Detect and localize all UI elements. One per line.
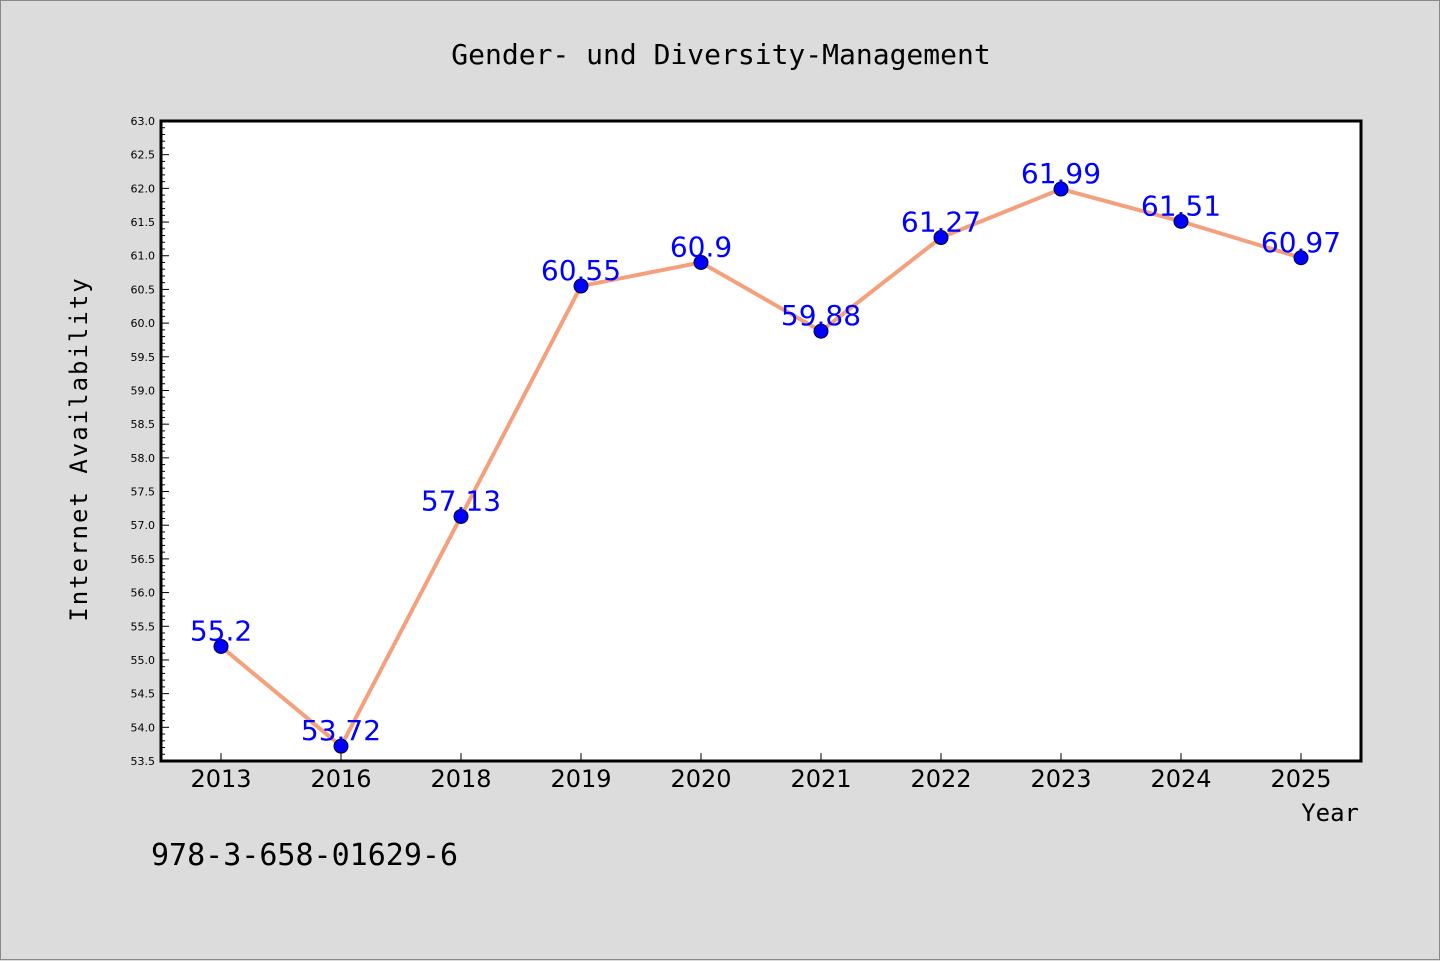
data-label: 60.9 [670, 230, 732, 263]
data-label: 55.2 [190, 614, 252, 647]
y-tick-label: 54.5 [131, 688, 156, 701]
series-line [219, 187, 1302, 749]
x-tick-label: 2025 [1270, 765, 1331, 793]
data-point-marker [813, 323, 829, 339]
y-tick-label: 55.5 [131, 620, 156, 633]
y-tick-label: 62.5 [131, 149, 156, 162]
y-tick-label: 60.0 [131, 317, 156, 330]
x-axis-label: Year [1301, 799, 1359, 827]
data-label: 61.99 [1021, 157, 1101, 190]
x-tick-label: 2021 [790, 765, 851, 793]
data-point-marker [933, 230, 949, 246]
x-axis: 2013 2016 2018 2019 2020 2021 2022 2023 2024 2025 [190, 753, 1332, 793]
data-label: 60.97 [1261, 226, 1341, 259]
x-tick-label: 2018 [430, 765, 491, 793]
x-tick-label: 2020 [670, 765, 731, 793]
data-labels-layer: 55.2 53.72 57.13 60.55 60.9 59.88 61.27 61.99 61… [190, 157, 1341, 747]
y-tick-label: 59.0 [131, 384, 156, 397]
data-label: 57.13 [421, 484, 501, 517]
y-tick-label: 56.5 [131, 553, 156, 566]
y-tick-label: 57.5 [131, 486, 156, 499]
y-tick-label: 54.0 [131, 721, 156, 734]
y-tick-label: 58.0 [131, 452, 156, 465]
data-point-marker [1173, 213, 1189, 229]
data-point-marker [213, 638, 229, 654]
data-point-marker [1293, 250, 1309, 266]
data-label: 61.27 [901, 206, 981, 239]
y-tick-label: 61.5 [131, 216, 156, 229]
data-label: 53.72 [301, 714, 381, 747]
y-tick-label: 58.5 [131, 418, 156, 431]
data-label: 61.51 [1141, 189, 1221, 222]
y-tick-label: 59.5 [131, 351, 156, 364]
plot-area [159, 119, 1363, 763]
data-label: 59.88 [781, 299, 861, 332]
y-tick-label: 57.0 [131, 519, 156, 532]
y-tick-label: 62.0 [131, 182, 156, 195]
data-point-marker [1053, 181, 1069, 197]
chart-title: Gender- und Diversity-Management [451, 38, 990, 71]
x-tick-label: 2019 [550, 765, 611, 793]
data-point-marker [573, 278, 589, 294]
y-tick-label: 63.0 [131, 115, 156, 128]
y-axis-label: Internet Availability [65, 276, 93, 621]
data-label: 60.55 [541, 254, 621, 287]
x-tick-label: 2013 [190, 765, 251, 793]
y-tick-label: 60.5 [131, 283, 156, 296]
x-tick-label: 2024 [1150, 765, 1211, 793]
y-tick-label: 53.5 [131, 755, 156, 768]
y-tick-label: 55.0 [131, 654, 156, 667]
footer-isbn: 978-3-658-01629-6 [151, 838, 458, 873]
markers-layer [213, 181, 1309, 754]
x-tick-label: 2016 [310, 765, 371, 793]
data-point-marker [453, 508, 469, 524]
y-axis: 53.5 54.0 54.5 55.0 55.5 56.0 56.5 57.0 57.5 58.0… [131, 115, 169, 768]
x-tick-label: 2023 [1030, 765, 1091, 793]
x-tick-label: 2022 [910, 765, 971, 793]
y-tick-label: 61.0 [131, 250, 156, 263]
y-tick-label: 56.0 [131, 587, 156, 600]
data-point-marker [333, 738, 349, 754]
series-line-layer [219, 187, 1302, 749]
data-point-marker [693, 254, 709, 270]
